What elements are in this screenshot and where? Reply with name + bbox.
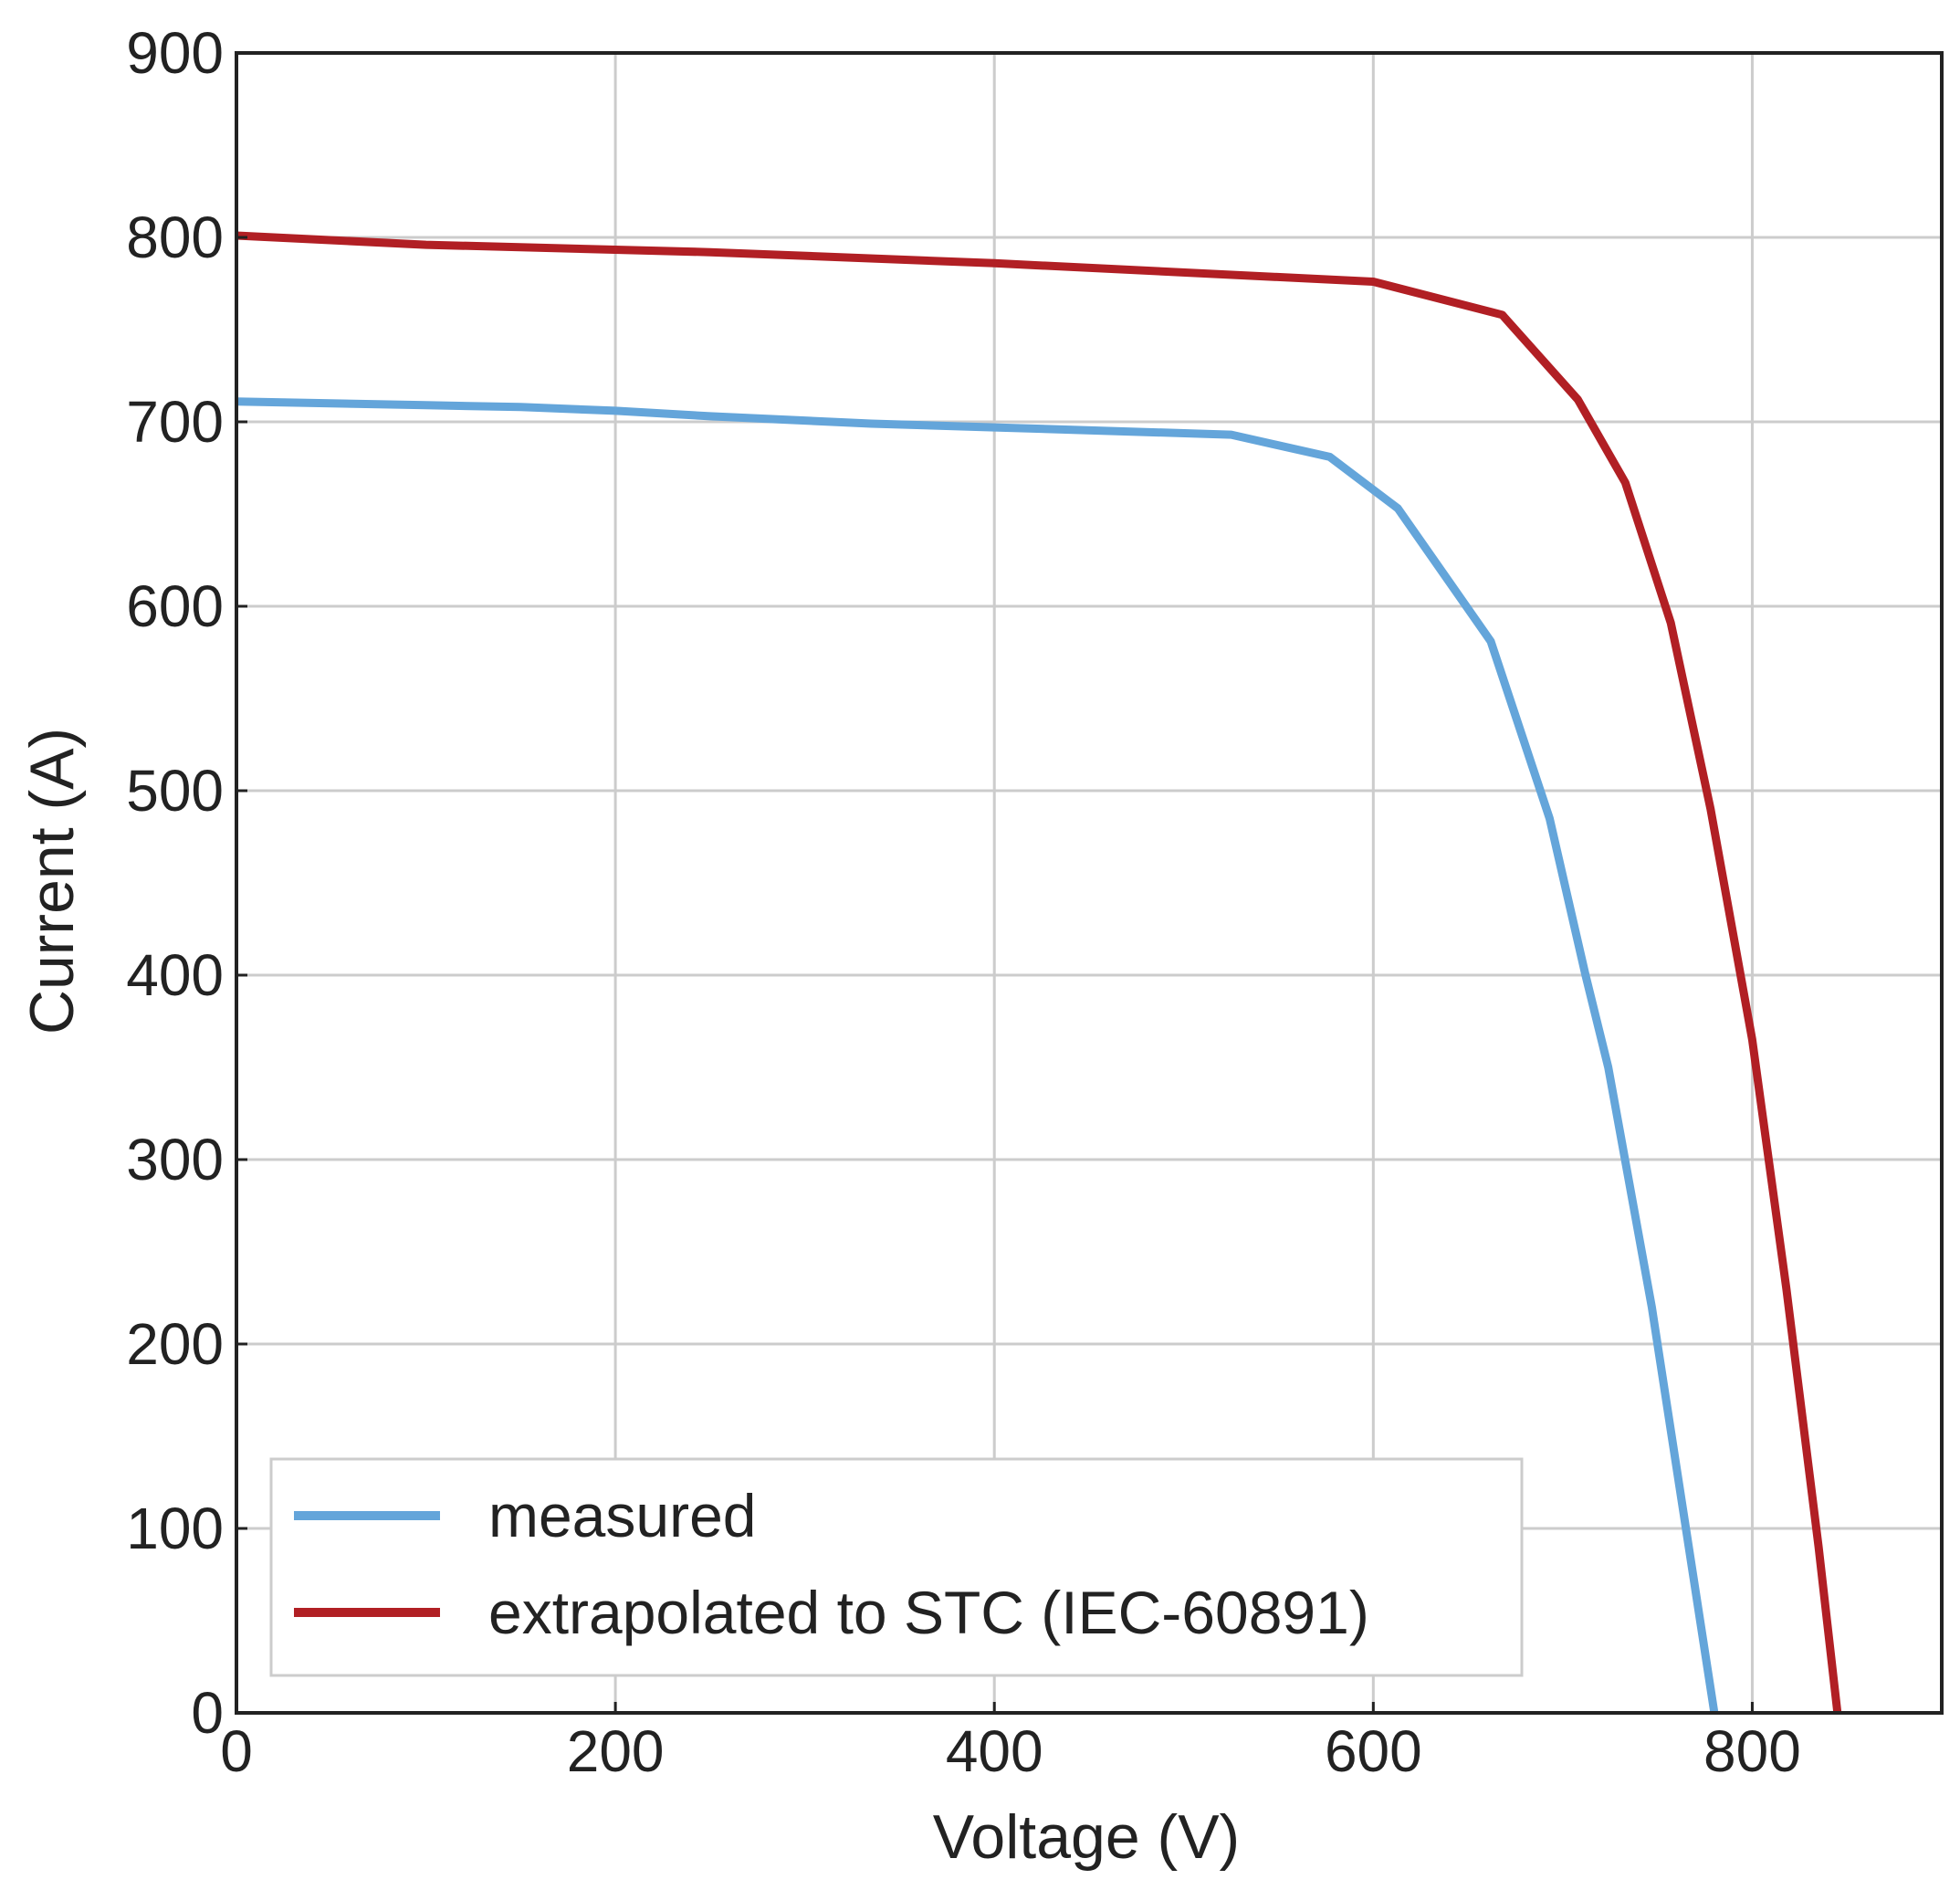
plot-area-border	[235, 51, 1944, 1715]
x-tick-labels: 0 200 400 600 800	[220, 1718, 1801, 1784]
x-tick-label: 400	[946, 1718, 1043, 1784]
series-line-extrapolated	[236, 231, 1842, 1714]
series-line-measured	[236, 397, 1719, 1714]
x-tick-label: 0	[220, 1718, 253, 1784]
ticks	[235, 51, 1754, 1715]
y-tick-labels: 0 100 200 300 400 500 600 700 800 900	[126, 20, 224, 1746]
series-lines	[236, 231, 1842, 1714]
y-tick-label: 300	[126, 1127, 224, 1192]
y-tick-label: 800	[126, 205, 224, 270]
legend-box	[269, 1457, 1524, 1677]
y-tick-label: 400	[126, 942, 224, 1008]
y-tick-label: 100	[126, 1496, 224, 1561]
legend: measured extrapolated to STC (IEC-60891)	[269, 1457, 1524, 1677]
y-tick-label: 200	[126, 1311, 224, 1377]
y-tick-label: 500	[126, 758, 224, 824]
plot-frame	[235, 51, 1944, 1715]
y-tick-label: 0	[191, 1680, 224, 1746]
y-tick-label: 600	[126, 573, 224, 639]
x-tick-label: 800	[1703, 1718, 1801, 1784]
x-tick-label: 600	[1325, 1718, 1422, 1784]
y-tick-label: 700	[126, 389, 224, 455]
y-tick-label: 900	[126, 20, 224, 86]
legend-label-measured: measured	[488, 1482, 757, 1549]
x-axis-label: Voltage (V)	[933, 1802, 1240, 1872]
legend-label-extrapolated: extrapolated to STC (IEC-60891)	[488, 1579, 1369, 1646]
x-tick-label: 200	[567, 1718, 665, 1784]
y-axis-label: Current (A)	[17, 728, 87, 1034]
